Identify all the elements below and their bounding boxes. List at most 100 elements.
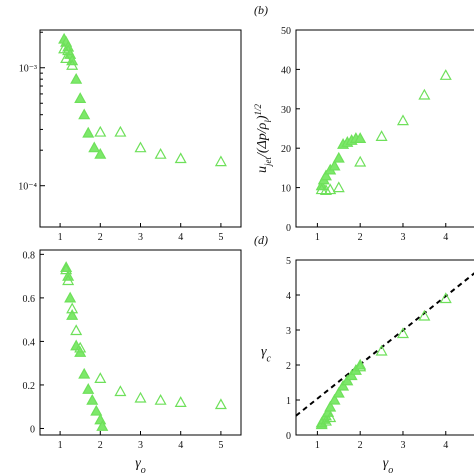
filled-triangle-point [86, 393, 99, 405]
open-triangle-point [375, 130, 388, 141]
open-triangle-point [134, 141, 147, 153]
filled-triangle-point [341, 374, 354, 386]
open-triangle-point [60, 263, 73, 275]
y-tick-label: 40 [281, 65, 291, 76]
x-tick-label: 1 [58, 232, 63, 243]
y-tick-label: 0 [30, 424, 35, 435]
y-tick-label: 50 [281, 26, 291, 37]
open-triangle-point [375, 344, 388, 356]
open-triangle-point [332, 181, 345, 193]
panel-label: (d) [254, 233, 268, 247]
filled-triangle-point [96, 420, 109, 431]
filled-triangle-point [328, 393, 341, 405]
y-tick-label: 5 [286, 256, 291, 267]
open-triangle-point [418, 309, 431, 321]
panel-1: 1 2 3 4 5 10⁻³ 10⁻⁴ [18, 29, 242, 243]
filled-triangle-point [88, 141, 101, 153]
plot-frame [295, 259, 474, 436]
y-tick-label: 10 [281, 184, 291, 195]
x-tick-label: 1 [315, 440, 320, 451]
y-tick-label: 3 [286, 326, 291, 337]
y-tick-label: 20 [281, 144, 291, 155]
open-triangle-point [154, 147, 167, 159]
open-triangle-point [319, 414, 332, 426]
x-axis-label: γo [135, 456, 146, 474]
y-tick-label: 0 [286, 223, 291, 234]
x-tick-label: 2 [358, 232, 363, 243]
open-triangle-point [134, 391, 147, 403]
x-tick-label: 1 [315, 232, 320, 243]
open-triangle-point [114, 125, 127, 137]
open-triangle-point [324, 411, 337, 423]
x-tick-label: 4 [178, 440, 183, 451]
x-tick-label: 3 [138, 232, 143, 243]
x-axis-label: γo [383, 456, 394, 474]
x-tick-label: 4 [443, 440, 448, 451]
filled-triangle-point [94, 413, 107, 425]
filled-triangle-point [78, 108, 91, 120]
open-triangle-point [324, 183, 337, 195]
open-triangle-point [114, 385, 127, 397]
open-triangle-point [154, 393, 167, 405]
filled-triangle-point [70, 72, 83, 84]
open-triangle-point [315, 416, 328, 428]
filled-triangle-point [324, 400, 337, 412]
filled-triangle-point [354, 132, 367, 143]
open-triangle-point [66, 59, 79, 70]
y-axis-label: ujet/(Δp/ρl)1/2 [253, 103, 273, 173]
y-tick-label: 0 [286, 431, 291, 442]
y-tick-label: 2 [286, 361, 291, 372]
x-tick-label: 2 [98, 232, 103, 243]
filled-triangle-point [332, 386, 345, 398]
open-triangle-point [94, 372, 107, 384]
x-tick-label: 5 [218, 440, 223, 451]
y-tick-label: 10⁻³ [19, 64, 37, 75]
x-tick-label: 4 [178, 232, 183, 243]
filled-triangle-point [78, 367, 91, 379]
filled-triangle-point [328, 159, 341, 171]
y-tick-label: 4 [286, 291, 291, 302]
open-triangle-point [74, 341, 87, 353]
open-triangle-point [319, 184, 332, 195]
panel-4: 1 2 3 4 0 1 2 3 4 5 γo γc (d) [254, 233, 474, 474]
filled-triangle-point [64, 291, 77, 303]
filled-triangle-point [66, 309, 79, 320]
open-triangle-point [62, 44, 75, 56]
filled-triangle-point [90, 404, 103, 416]
x-tick-label: 2 [98, 440, 103, 451]
open-triangle-point [439, 69, 452, 80]
x-tick-label: 1 [58, 440, 63, 451]
open-triangle-point [62, 274, 75, 286]
open-triangle-point [418, 88, 431, 100]
y-tick-label: 0.6 [23, 294, 36, 305]
filled-triangle-point [94, 147, 107, 159]
filled-triangle-point [332, 151, 345, 163]
dashed-fit-line [295, 272, 474, 417]
y-tick-label: 0.8 [23, 250, 36, 261]
open-triangle-point [439, 292, 452, 304]
filled-triangle-point [82, 383, 95, 394]
filled-triangle-point [337, 379, 350, 391]
y-tick-label: 10⁻⁴ [18, 182, 37, 193]
open-triangle-point [214, 155, 227, 167]
open-triangle-point [174, 396, 187, 407]
open-triangle-point [66, 302, 79, 314]
y-tick-label: 0.2 [23, 381, 36, 392]
filled-triangle-point [82, 126, 95, 138]
open-triangle-point [396, 327, 409, 339]
open-triangle-point [174, 152, 187, 164]
filled-triangle-point [319, 169, 332, 181]
open-triangle-point [354, 155, 367, 167]
x-tick-label: 3 [400, 232, 405, 243]
panel-label: (b) [254, 3, 268, 17]
plot-frame [295, 29, 474, 228]
x-tick-label: 5 [218, 232, 223, 243]
panel-3: 1 2 3 4 5 0 0.2 0.4 0.6 0.8 γo [23, 249, 242, 474]
x-tick-label: 4 [443, 232, 448, 243]
open-triangle-point [396, 114, 409, 126]
x-tick-label: 3 [400, 440, 405, 451]
open-triangle-point [94, 125, 107, 137]
x-tick-label: 3 [138, 440, 143, 451]
open-triangle-point [70, 324, 83, 336]
